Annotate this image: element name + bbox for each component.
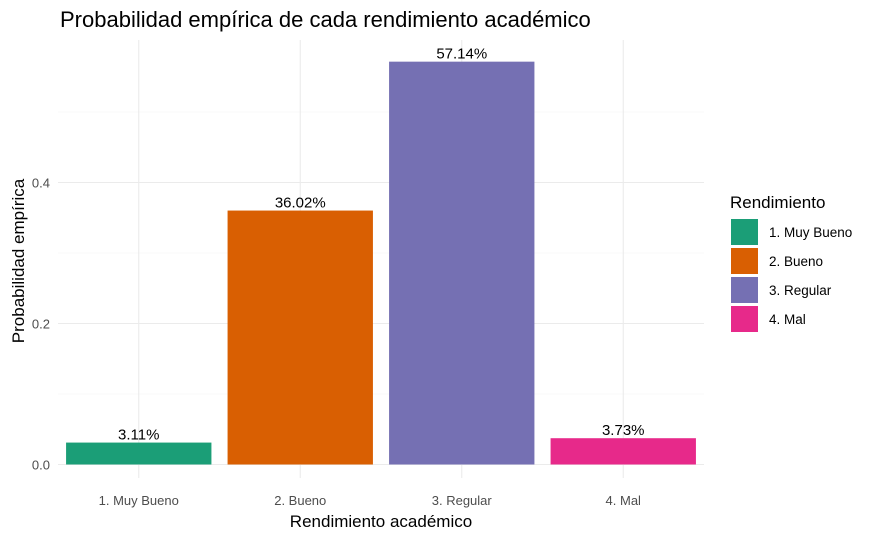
legend-label-3: 3. Regular [769, 283, 832, 298]
data-label-3: 57.14% [436, 46, 487, 63]
y-tick-label: 0.4 [32, 176, 50, 191]
legend-title: Rendimiento [730, 193, 825, 212]
legend-key-2 [731, 248, 758, 274]
chart-bars [66, 61, 696, 465]
y-axis-title: Probabilidad empírica [9, 178, 28, 343]
legend-label-4: 4. Mal [769, 312, 806, 327]
legend-label-1: 1. Muy Bueno [769, 225, 852, 240]
x-axis-title: Rendimiento académico [290, 512, 472, 531]
y-tick-label: 0.0 [32, 458, 50, 473]
x-tick-label: 2. Bueno [274, 493, 326, 508]
legend: Rendimiento 1. Muy Bueno 2. Bueno 3. Regul… [730, 193, 852, 332]
chart-title: Probabilidad empírica de cada rendimient… [60, 7, 591, 32]
legend-label-2: 2. Bueno [769, 254, 823, 269]
bar-2 [227, 210, 373, 465]
y-axis-ticks: 0.0 0.2 0.4 [32, 176, 50, 473]
legend-key-3 [731, 277, 758, 303]
bar-4 [550, 438, 696, 465]
data-label-1: 3.11% [118, 427, 159, 444]
bar-3 [389, 61, 535, 465]
legend-key-1 [731, 219, 758, 245]
chart-gridlines [58, 40, 704, 478]
data-label-4: 3.73% [602, 422, 645, 439]
data-label-2: 36.02% [275, 195, 326, 212]
x-tick-label: 4. Mal [606, 493, 642, 508]
y-tick-label: 0.2 [32, 317, 50, 332]
chart-data-labels: 3.11% 36.02% 57.14% 3.73% [118, 46, 644, 444]
x-tick-label: 1. Muy Bueno [99, 493, 179, 508]
legend-key-4 [731, 306, 758, 332]
x-tick-label: 3. Regular [432, 493, 493, 508]
x-axis-ticks: 1. Muy Bueno 2. Bueno 3. Regular 4. Mal [99, 493, 641, 508]
bar-1 [66, 442, 212, 465]
